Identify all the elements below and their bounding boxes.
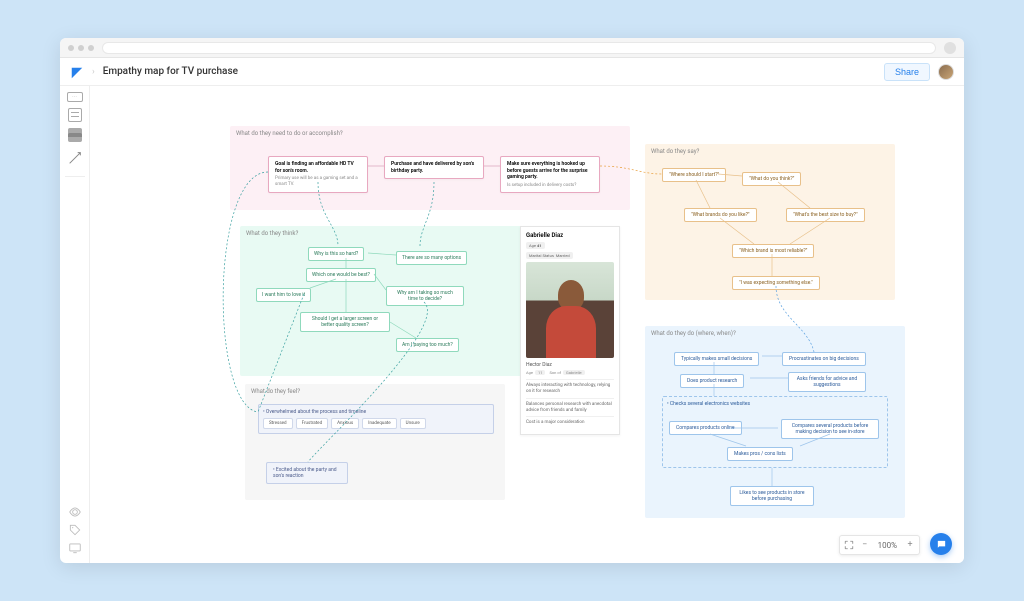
say-card[interactable]: "What's the best size to buy?" <box>786 208 865 222</box>
bottom-tools <box>60 505 90 555</box>
think-card[interactable]: There are so many options <box>396 251 467 265</box>
think-card[interactable]: Am I paying too much? <box>396 338 459 352</box>
persona-note: Cost is a major consideration <box>526 416 614 426</box>
do-card[interactable]: Compares several products before making … <box>781 419 879 439</box>
user-avatar[interactable] <box>938 64 954 80</box>
url-bar[interactable] <box>102 42 936 54</box>
feel-title: • Overwhelmed about the process and time… <box>263 409 489 415</box>
tool-sidebar: ⋯ <box>60 86 90 563</box>
persona-note: Balances personal research with anecdota… <box>526 398 614 414</box>
region-label: What do they need to do or accomplish? <box>236 130 343 137</box>
do-card[interactable]: Does product research <box>680 374 744 388</box>
persona-card[interactable]: Gabrielle Diaz Age 41 Marital Status Mar… <box>520 226 620 435</box>
zoom-control: − 100% + <box>839 535 920 555</box>
think-card[interactable]: Should I get a larger screen or better q… <box>300 312 390 332</box>
persona-note: Always interacting with technology, rely… <box>526 379 614 395</box>
need-card[interactable]: Make sure everything is hooked up before… <box>500 156 600 193</box>
breadcrumb-sep: › <box>92 67 95 77</box>
section-tool[interactable] <box>68 108 82 122</box>
do-group-title: • Checks several electronics websites <box>667 401 883 407</box>
do-card[interactable]: Typically makes small decisions <box>674 352 759 366</box>
apps-tool[interactable] <box>69 185 80 196</box>
fullscreen-button[interactable] <box>842 538 856 552</box>
need-card[interactable]: Goal is finding an affordable HD TV for … <box>268 156 368 193</box>
say-card[interactable]: "Where should I start?" <box>662 168 726 182</box>
do-group[interactable]: • Checks several electronics websites Com… <box>662 396 888 468</box>
feel-overwhelmed-group[interactable]: • Overwhelmed about the process and time… <box>258 404 494 434</box>
region-label: What do they feel? <box>251 388 300 395</box>
do-card[interactable]: Procrastinates on big decisions <box>782 352 866 366</box>
app-window: › Empathy map for TV purchase Share ⋯ Wh… <box>60 38 964 563</box>
region-label: What do they think? <box>246 230 298 237</box>
feel-chip[interactable]: Frustrated <box>296 418 329 429</box>
card-tool[interactable]: ⋯ <box>67 92 83 102</box>
zoom-value: 100% <box>874 541 901 550</box>
app-logo-icon[interactable] <box>70 65 84 79</box>
chat-button[interactable] <box>930 533 952 555</box>
tag-tool-icon[interactable] <box>67 523 83 537</box>
persona-chip: Age 41 <box>526 242 545 249</box>
block-tool[interactable] <box>68 128 82 142</box>
browser-chrome <box>60 38 964 58</box>
think-card[interactable]: Why am I taking so much time to decide? <box>386 286 464 306</box>
connector-tool[interactable] <box>65 148 85 168</box>
feel-chip[interactable]: Inadequate <box>362 418 396 429</box>
present-tool-icon[interactable] <box>67 541 83 555</box>
say-card[interactable]: "What do you think?" <box>742 172 801 186</box>
feel-chip[interactable]: Unsure <box>400 418 426 429</box>
browser-menu-icon[interactable] <box>944 42 956 54</box>
think-card[interactable]: I want him to love it <box>256 288 311 302</box>
do-card[interactable]: Likes to see products in store before pu… <box>730 486 814 506</box>
do-card[interactable]: Asks friends for advice and suggestions <box>788 372 866 392</box>
say-card[interactable]: "What brands do you like?" <box>684 208 757 222</box>
zoom-in-button[interactable]: + <box>903 538 917 552</box>
document-title[interactable]: Empathy map for TV purchase <box>103 66 238 77</box>
do-card[interactable]: Compares products online <box>669 421 742 435</box>
persona-name: Gabrielle Diaz <box>526 232 614 239</box>
region-label: What do they say? <box>651 148 699 155</box>
zoom-out-button[interactable]: − <box>858 538 872 552</box>
think-card[interactable]: Why is this so hard? <box>308 247 364 261</box>
feel-excited-card[interactable]: • Excited about the party and son's reac… <box>266 462 348 484</box>
persona-photo <box>526 262 614 358</box>
region-label: What do they do (where, when)? <box>651 330 736 337</box>
canvas[interactable]: What do they need to do or accomplish? Wh… <box>90 86 964 563</box>
say-card[interactable]: "I was expecting something else." <box>732 276 820 290</box>
feel-chip[interactable]: Stressed <box>263 418 293 429</box>
persona-chip: Marital Status Married <box>526 252 573 259</box>
persona-partner: Hector Diaz <box>526 362 614 368</box>
feel-chip[interactable]: Anxious <box>331 418 359 429</box>
think-card[interactable]: Which one would be best? <box>306 268 376 282</box>
visibility-tool-icon[interactable] <box>67 505 83 519</box>
need-card[interactable]: Purchase and have delivered by son's bir… <box>384 156 484 179</box>
do-card[interactable]: Makes pros / cons lists <box>727 447 793 461</box>
app-header: › Empathy map for TV purchase Share <box>60 58 964 86</box>
share-button[interactable]: Share <box>884 63 930 81</box>
window-controls[interactable] <box>68 45 94 51</box>
say-card[interactable]: "Which brand is most reliable?" <box>732 244 814 258</box>
